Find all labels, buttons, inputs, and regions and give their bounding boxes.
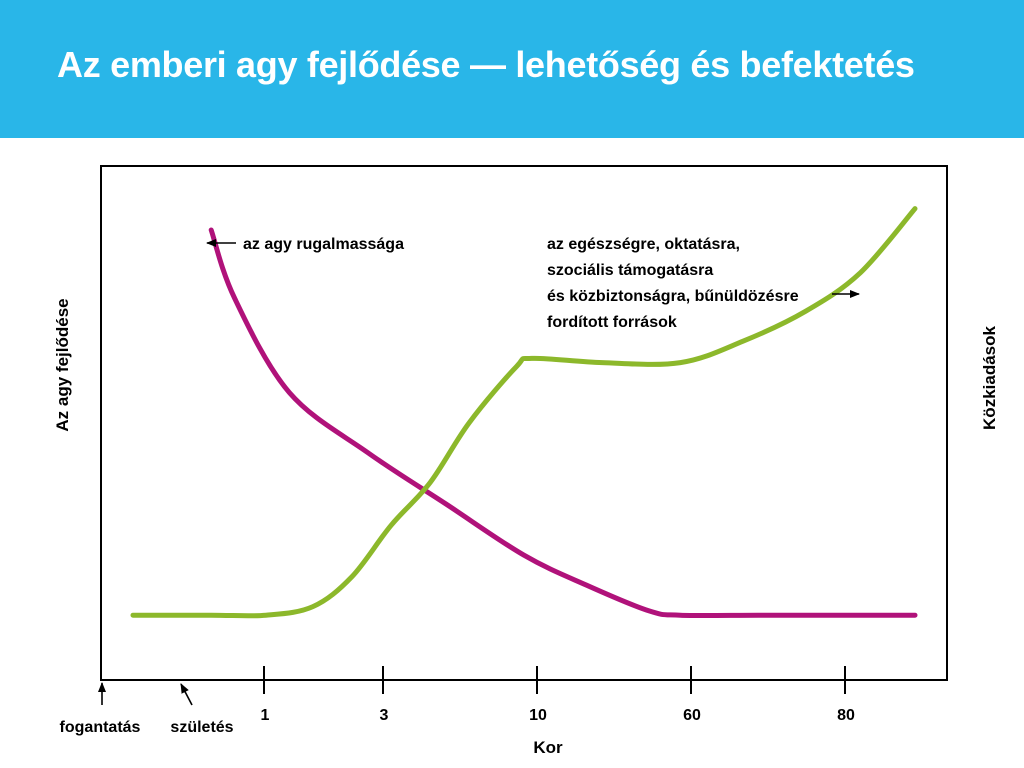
page-title: Az emberi agy fejlődése — lehetőség és b…: [57, 44, 915, 85]
x-tick-label-3: 3: [380, 707, 389, 724]
y-axis-title-left: Az agy fejlődése: [53, 298, 72, 431]
x-tick-label-80: 80: [837, 707, 855, 724]
spending-annotation-line-2: szociális támogatásra: [547, 262, 713, 279]
x-tick-label-birth: születés: [170, 719, 233, 736]
spending-annotation-line-1: az egészségre, oktatásra,: [547, 236, 740, 253]
plasticity-curve: [208, 227, 918, 619]
x-tick-label-conception: fogantatás: [60, 719, 141, 736]
spending-annotation-line-3: és közbiztonságra, bűnüldözésre: [547, 288, 799, 305]
plot-frame: [100, 165, 948, 681]
public-spending-curve: [130, 206, 918, 619]
x-axis-title: Kor: [533, 738, 563, 757]
series-layer: [130, 206, 918, 619]
birth-arrow: [180, 683, 193, 706]
x-tick-label-10: 10: [529, 707, 547, 724]
x-tick-label-60: 60: [683, 707, 701, 724]
y-axis-title-right: Közkiadások: [980, 325, 999, 429]
title-banner: Az emberi agy fejlődése — lehetőség és b…: [0, 0, 1024, 138]
x-tick-label-1: 1: [261, 707, 270, 724]
plasticity-annotation: az agy rugalmassága: [243, 236, 404, 253]
spending-annotation-line-4: fordított források: [547, 314, 677, 331]
x-ticks: [263, 666, 846, 694]
